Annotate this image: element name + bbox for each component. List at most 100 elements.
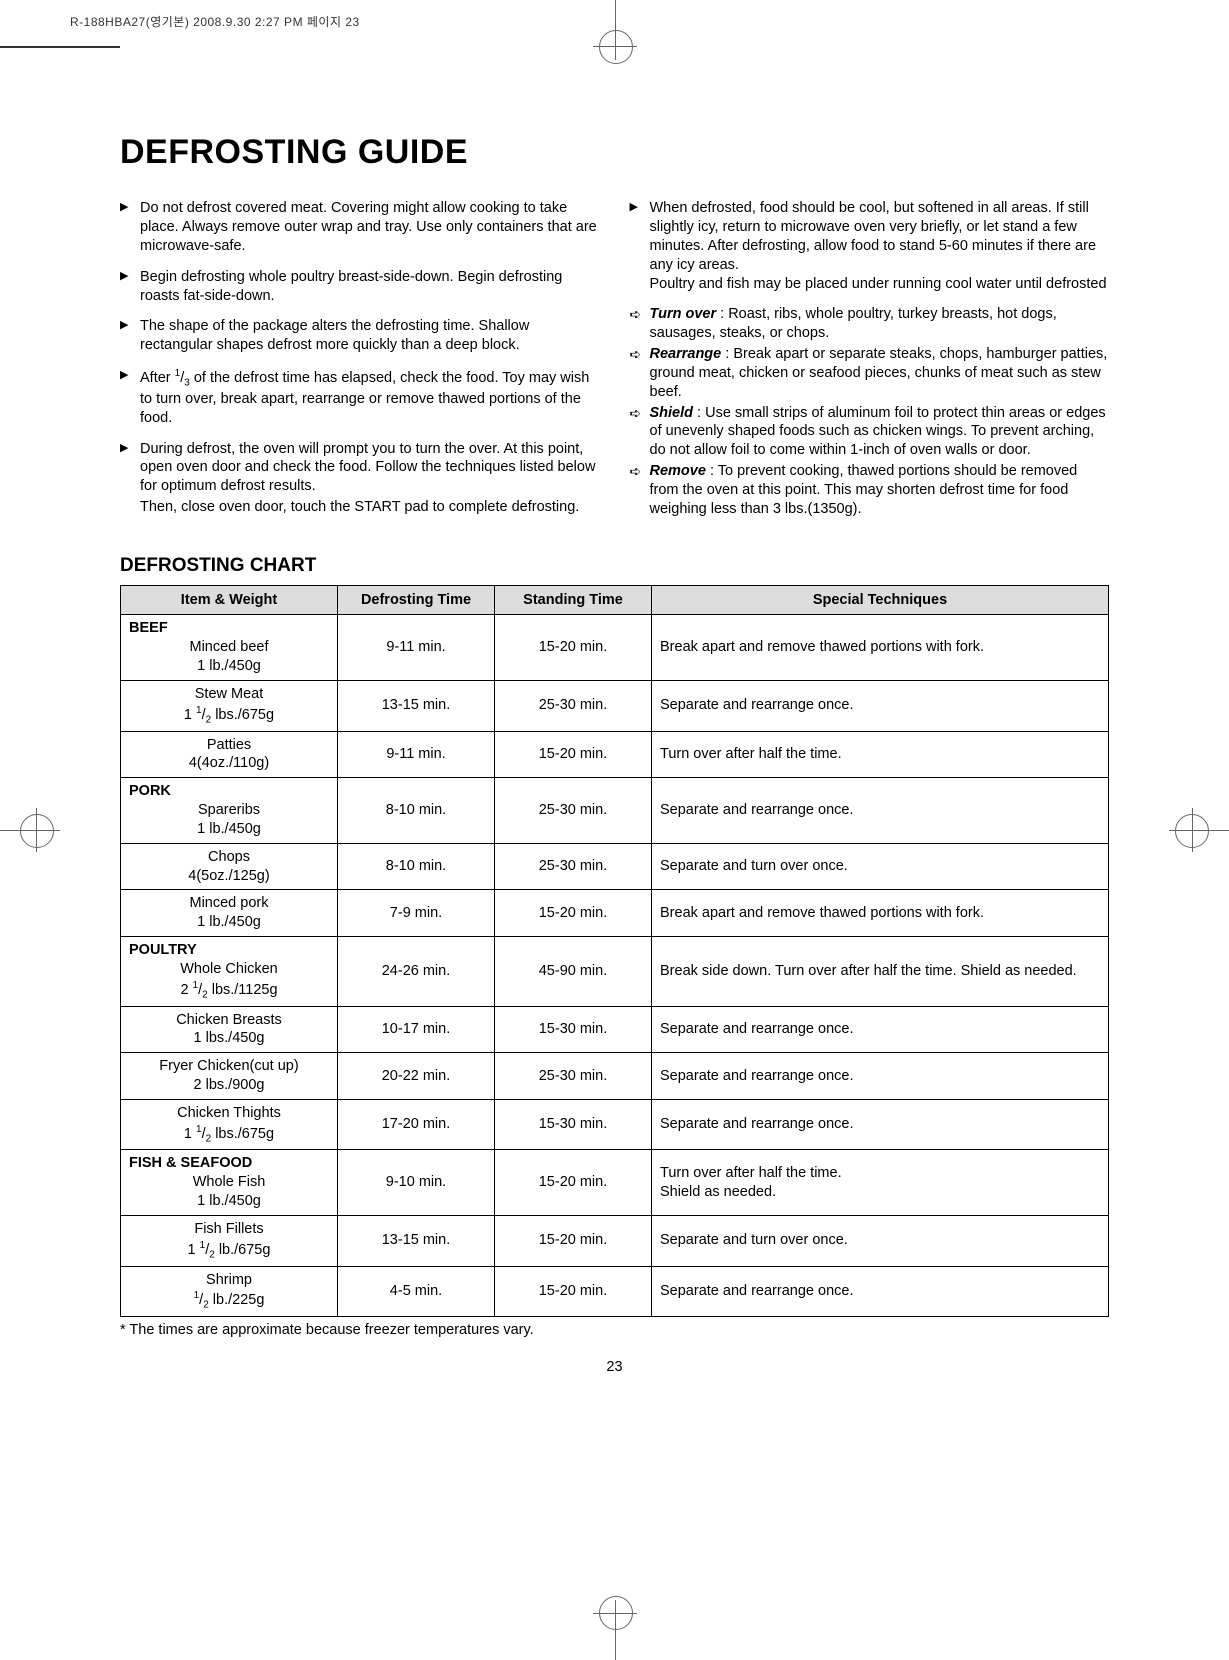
cell-stand: 25-30 min. (495, 680, 652, 731)
term: Turn over (650, 306, 717, 322)
guide-columns: Do not defrost covered meat. Covering mi… (120, 199, 1109, 529)
table-row: Fish Fillets1 1/2 lb./675g13-15 min.15-2… (121, 1215, 1109, 1266)
cell-defrost: 7-9 min. (338, 890, 495, 937)
cell-stand: 25-30 min. (495, 843, 652, 890)
guide-bullet: When defrosted, food should be cool, but… (630, 199, 1110, 293)
cell-defrost: 9-11 min. (338, 731, 495, 778)
cell-item: Patties4(4oz./110g) (121, 731, 338, 778)
cell-technique: Break apart and remove thawed portions w… (652, 890, 1109, 937)
cell-defrost: 8-10 min. (338, 843, 495, 890)
cell-stand: 25-30 min. (495, 1053, 652, 1100)
table-row: Stew Meat1 1/2 lbs./675g13-15 min.25-30 … (121, 680, 1109, 731)
cell-technique: Separate and rearrange once. (652, 1099, 1109, 1150)
left-column: Do not defrost covered meat. Covering mi… (120, 199, 600, 529)
cell-technique: Separate and rearrange once. (652, 1006, 1109, 1053)
cell-item: BEEFMinced beef1 lb./450g (121, 615, 338, 681)
cell-defrost: 13-15 min. (338, 680, 495, 731)
registration-mark-left (0, 810, 55, 850)
cell-technique: Turn over after half the time.Shield as … (652, 1150, 1109, 1216)
chart-title: DEFROSTING CHART (120, 554, 1109, 579)
guide-bullet: Do not defrost covered meat. Covering mi… (120, 199, 600, 256)
table-row: BEEFMinced beef1 lb./450g9-11 min.15-20 … (121, 615, 1109, 681)
cell-defrost: 24-26 min. (338, 937, 495, 1006)
cell-stand: 15-30 min. (495, 1099, 652, 1150)
bullet-text: When defrosted, food should be cool, but… (650, 200, 1097, 273)
cell-technique: Break side down. Turn over after half th… (652, 937, 1109, 1006)
cell-technique: Separate and rearrange once. (652, 1266, 1109, 1317)
table-row: FISH & SEAFOODWhole Fish1 lb./450g9-10 m… (121, 1150, 1109, 1216)
bullet-text-extra: Poultry and fish may be placed under run… (650, 276, 1107, 292)
right-column: When defrosted, food should be cool, but… (630, 199, 1110, 529)
cell-technique: Separate and rearrange once. (652, 680, 1109, 731)
guide-bullet: Begin defrosting whole poultry breast-si… (120, 268, 600, 306)
cell-item: Minced pork1 lb./450g (121, 890, 338, 937)
cell-item: Stew Meat1 1/2 lbs./675g (121, 680, 338, 731)
cell-defrost: 9-10 min. (338, 1150, 495, 1216)
cell-stand: 15-20 min. (495, 731, 652, 778)
cell-technique: Turn over after half the time. (652, 731, 1109, 778)
registration-mark-right (1174, 810, 1229, 850)
technique-subpoint: Shield : Use small strips of aluminum fo… (630, 404, 1110, 461)
cell-defrost: 8-10 min. (338, 778, 495, 844)
col-header-stand: Standing Time (495, 585, 652, 615)
cell-stand: 15-20 min. (495, 1150, 652, 1216)
cell-defrost: 4-5 min. (338, 1266, 495, 1317)
cell-item: Chicken Breasts1 lbs./450g (121, 1006, 338, 1053)
col-header-tech: Special Techniques (652, 585, 1109, 615)
term: Remove (650, 463, 706, 479)
cell-item: Fryer Chicken(cut up)2 lbs./900g (121, 1053, 338, 1100)
cell-item: Chicken Thights1 1/2 lbs./675g (121, 1099, 338, 1150)
term: Rearrange (650, 346, 722, 362)
table-row: Chops4(5oz./125g)8-10 min.25-30 min.Sepa… (121, 843, 1109, 890)
table-row: Patties4(4oz./110g)9-11 min.15-20 min.Tu… (121, 731, 1109, 778)
table-row: Shrimp1/2 lb./225g4-5 min.15-20 min.Sepa… (121, 1266, 1109, 1317)
cell-defrost: 10-17 min. (338, 1006, 495, 1053)
table-row: Minced pork1 lb./450g7-9 min.15-20 min.B… (121, 890, 1109, 937)
cell-stand: 15-20 min. (495, 1215, 652, 1266)
guide-bullet: The shape of the package alters the defr… (120, 317, 600, 355)
cell-item: Chops4(5oz./125g) (121, 843, 338, 890)
registration-mark-bottom (595, 1605, 635, 1660)
technique-subpoint: Remove : To prevent cooking, thawed port… (630, 462, 1110, 519)
term: Shield (650, 405, 694, 421)
cell-technique: Separate and turn over once. (652, 843, 1109, 890)
table-row: Chicken Breasts1 lbs./450g10-17 min.15-3… (121, 1006, 1109, 1053)
cell-defrost: 20-22 min. (338, 1053, 495, 1100)
table-row: Fryer Chicken(cut up)2 lbs./900g20-22 mi… (121, 1053, 1109, 1100)
cell-stand: 15-20 min. (495, 890, 652, 937)
top-rule (0, 46, 120, 48)
cell-technique: Separate and rearrange once. (652, 778, 1109, 844)
term-text: : To prevent cooking, thawed portions sh… (650, 463, 1078, 517)
cell-stand: 45-90 min. (495, 937, 652, 1006)
cell-item: FISH & SEAFOODWhole Fish1 lb./450g (121, 1150, 338, 1216)
table-footnote: * The times are approximate because free… (120, 1321, 1109, 1340)
cell-item: Fish Fillets1 1/2 lb./675g (121, 1215, 338, 1266)
print-info-line: R-188HBA27(영기본) 2008.9.30 2:27 PM 페이지 23 (70, 15, 360, 31)
cell-technique: Break apart and remove thawed portions w… (652, 615, 1109, 681)
col-header-defrost: Defrosting Time (338, 585, 495, 615)
guide-bullet-continuation: Then, close oven door, touch the START p… (120, 498, 600, 517)
cell-technique: Separate and rearrange once. (652, 1053, 1109, 1100)
cell-item: POULTRYWhole Chicken2 1/2 lbs./1125g (121, 937, 338, 1006)
table-row: PORKSpareribs1 lb./450g8-10 min.25-30 mi… (121, 778, 1109, 844)
page-number: 23 (120, 1358, 1109, 1377)
technique-subpoint: Rearrange : Break apart or separate stea… (630, 345, 1110, 402)
technique-subpoint: Turn over : Roast, ribs, whole poultry, … (630, 305, 1110, 343)
table-row: Chicken Thights1 1/2 lbs./675g17-20 min.… (121, 1099, 1109, 1150)
table-row: POULTRYWhole Chicken2 1/2 lbs./1125g24-2… (121, 937, 1109, 1006)
cell-technique: Separate and turn over once. (652, 1215, 1109, 1266)
cell-defrost: 13-15 min. (338, 1215, 495, 1266)
page-title: DEFROSTING GUIDE (120, 130, 1109, 174)
cell-defrost: 9-11 min. (338, 615, 495, 681)
guide-bullet: After 1/3 of the defrost time has elapse… (120, 367, 600, 427)
cell-item: PORKSpareribs1 lb./450g (121, 778, 338, 844)
cell-item: Shrimp1/2 lb./225g (121, 1266, 338, 1317)
registration-mark-top (595, 0, 635, 55)
cell-stand: 15-20 min. (495, 1266, 652, 1317)
cell-defrost: 17-20 min. (338, 1099, 495, 1150)
table-header-row: Item & Weight Defrosting Time Standing T… (121, 585, 1109, 615)
cell-stand: 15-20 min. (495, 615, 652, 681)
cell-stand: 25-30 min. (495, 778, 652, 844)
col-header-item: Item & Weight (121, 585, 338, 615)
defrosting-chart-table: Item & Weight Defrosting Time Standing T… (120, 585, 1109, 1318)
